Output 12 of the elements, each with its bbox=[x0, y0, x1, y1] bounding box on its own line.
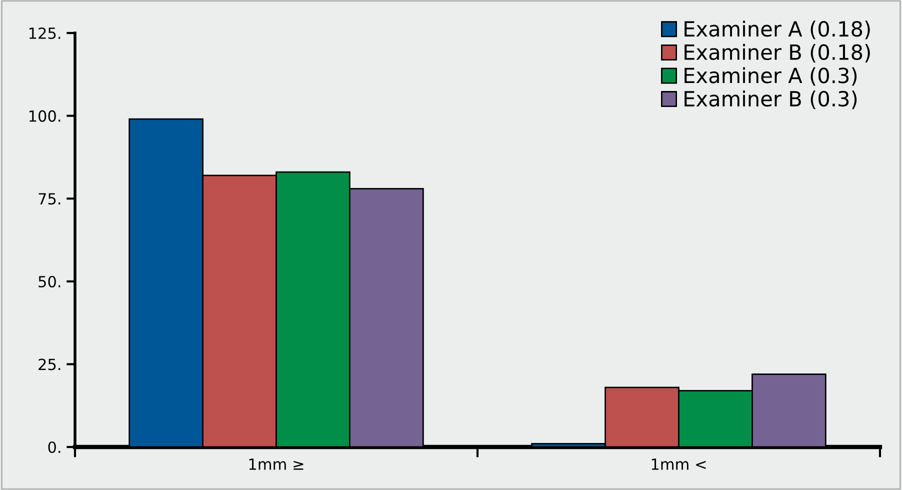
y-tick-label: 125. bbox=[29, 27, 60, 40]
y-tick-label: 25. bbox=[38, 358, 60, 370]
legend-label: Examiner B (0.3) bbox=[684, 90, 857, 110]
y-tick-label: 75. bbox=[38, 193, 60, 205]
y-tick-label: 50. bbox=[38, 276, 60, 288]
x-tick-label: 1mm ≥ bbox=[249, 458, 304, 470]
y-tick-label: 0. bbox=[48, 441, 60, 454]
legend-label: Examiner B (0.18) bbox=[684, 44, 870, 62]
legend-label: Examiner A (0.18) bbox=[684, 20, 870, 40]
x-tick-label: 1mm < bbox=[652, 458, 706, 470]
legend-label: Examiner A (0.3) bbox=[684, 67, 857, 86]
y-tick-label: 100. bbox=[29, 110, 60, 122]
